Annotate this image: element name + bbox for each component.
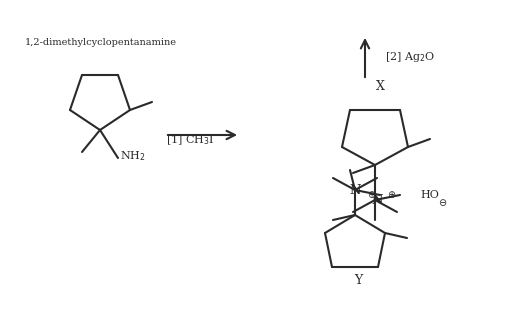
- Text: N: N: [350, 184, 361, 197]
- Text: X: X: [376, 80, 384, 93]
- Text: NH$_2$: NH$_2$: [120, 149, 146, 163]
- Text: 1,2-dimethylcyclopentanamine: 1,2-dimethylcyclopentanamine: [25, 38, 177, 47]
- Text: [1] CH$_3$I: [1] CH$_3$I: [166, 133, 214, 147]
- Text: $\oplus$: $\oplus$: [387, 189, 396, 201]
- Text: [2] Ag$_2$O: [2] Ag$_2$O: [385, 50, 435, 64]
- Text: HO: HO: [420, 190, 439, 200]
- Text: $\ominus$: $\ominus$: [438, 198, 447, 209]
- Text: Y: Y: [354, 274, 362, 287]
- Text: N: N: [371, 193, 383, 206]
- Text: $\oplus$: $\oplus$: [367, 189, 376, 201]
